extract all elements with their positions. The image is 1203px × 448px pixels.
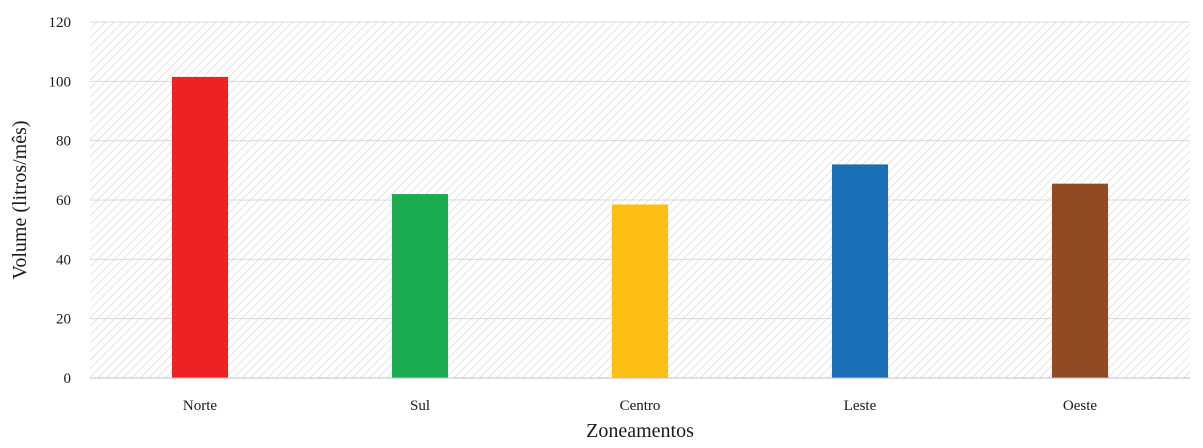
x-axis-title: Zoneamentos (586, 420, 694, 442)
x-tick-label: Oeste (1063, 398, 1097, 414)
y-tick-label: 100 (49, 74, 72, 90)
x-tick-labels: Norte Sul Centro Leste Oeste (183, 398, 1097, 414)
x-tick-label: Centro (620, 398, 661, 414)
y-tick-label: 0 (64, 371, 72, 387)
y-tick-label: 120 (49, 15, 72, 31)
y-axis-title: Volume (litros/mês) (9, 120, 31, 279)
y-tick-label: 80 (56, 134, 71, 150)
y-tick-label: 60 (56, 193, 71, 209)
x-tick-label: Sul (410, 398, 430, 414)
y-tick-labels: 0 20 40 60 80 100 120 (49, 15, 72, 387)
y-tick-label: 40 (56, 252, 71, 268)
bar-centro (611, 204, 669, 378)
bars (171, 76, 1109, 378)
bar-sul (391, 194, 449, 378)
x-tick-label: Norte (183, 398, 217, 414)
y-tick-label: 20 (56, 312, 71, 328)
x-tick-label: Leste (844, 398, 877, 414)
bar-norte (171, 76, 229, 378)
bar-leste (831, 164, 889, 378)
bar-oeste (1051, 183, 1109, 378)
